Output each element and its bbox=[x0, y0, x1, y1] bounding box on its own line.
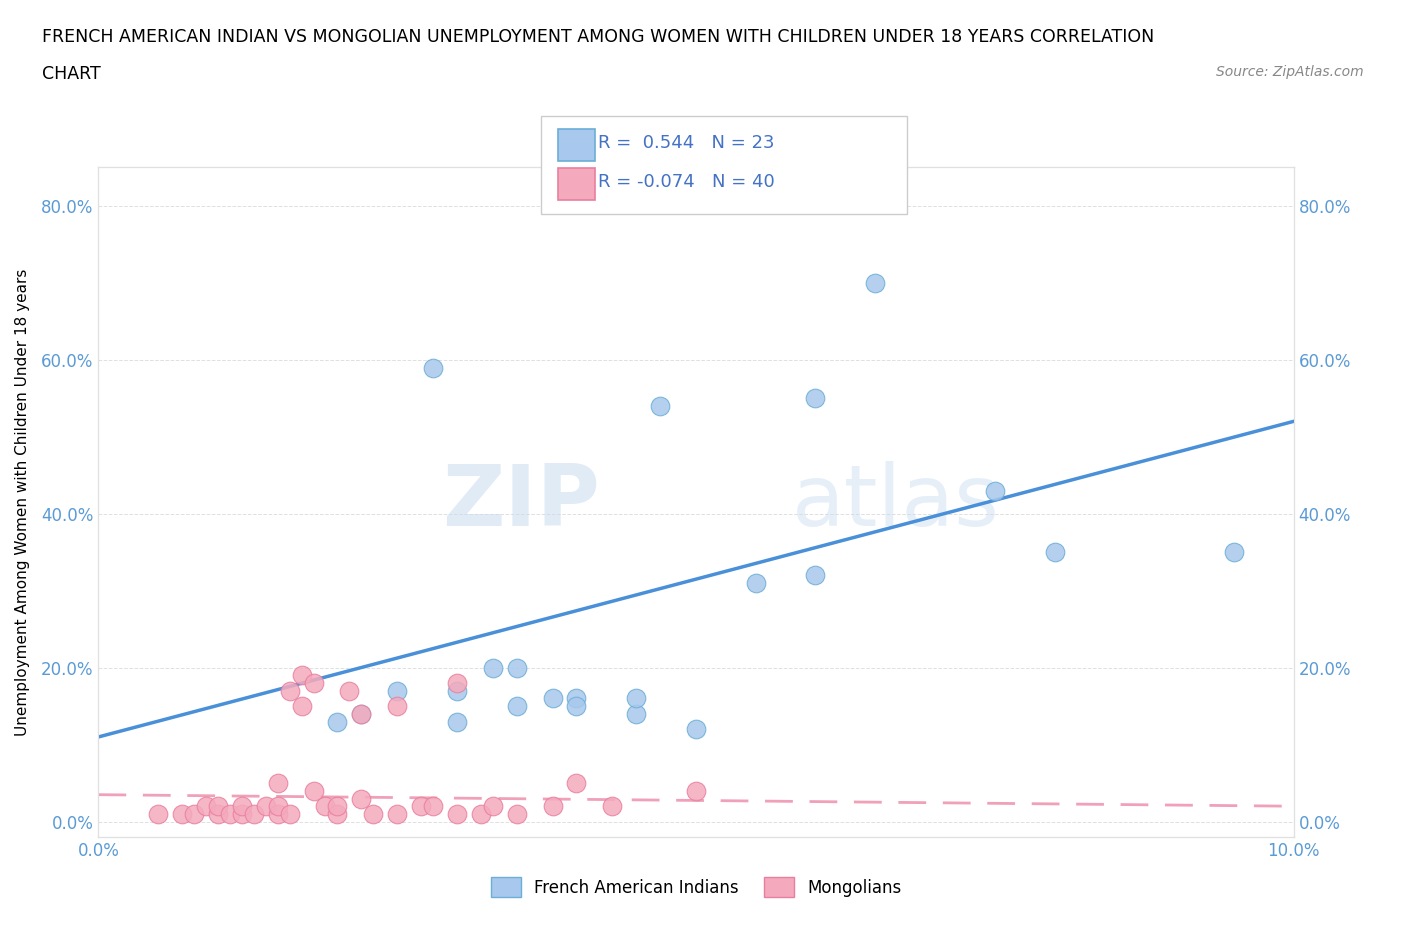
Point bbox=[1223, 545, 1246, 560]
Point bbox=[541, 691, 564, 706]
Point bbox=[865, 275, 887, 290]
Point bbox=[446, 675, 468, 690]
Text: R =  0.544   N = 23: R = 0.544 N = 23 bbox=[598, 134, 775, 152]
Point bbox=[350, 791, 373, 806]
Point bbox=[541, 799, 564, 814]
Point bbox=[602, 799, 624, 814]
Point bbox=[148, 806, 170, 821]
Point bbox=[267, 776, 290, 790]
Point bbox=[207, 799, 229, 814]
Point bbox=[326, 799, 349, 814]
Text: R = -0.074   N = 40: R = -0.074 N = 40 bbox=[598, 173, 775, 191]
Point bbox=[984, 484, 1007, 498]
Point bbox=[278, 684, 301, 698]
Point bbox=[172, 806, 194, 821]
Point bbox=[506, 660, 529, 675]
Point bbox=[243, 806, 266, 821]
Point bbox=[565, 698, 588, 713]
Point bbox=[302, 783, 325, 798]
Point bbox=[326, 714, 349, 729]
Point bbox=[195, 799, 218, 814]
Point bbox=[183, 806, 205, 821]
Point bbox=[481, 799, 505, 814]
Point bbox=[350, 707, 373, 722]
Text: FRENCH AMERICAN INDIAN VS MONGOLIAN UNEMPLOYMENT AMONG WOMEN WITH CHILDREN UNDER: FRENCH AMERICAN INDIAN VS MONGOLIAN UNEM… bbox=[42, 28, 1154, 46]
Point bbox=[363, 806, 385, 821]
Point bbox=[278, 806, 301, 821]
Point bbox=[565, 776, 588, 790]
Point bbox=[626, 707, 648, 722]
Point bbox=[804, 568, 827, 583]
Point bbox=[422, 360, 444, 375]
Point bbox=[650, 399, 672, 414]
Text: Source: ZipAtlas.com: Source: ZipAtlas.com bbox=[1216, 65, 1364, 79]
Point bbox=[302, 675, 325, 690]
Point bbox=[267, 806, 290, 821]
Point bbox=[219, 806, 242, 821]
Point bbox=[745, 576, 768, 591]
Point bbox=[411, 799, 433, 814]
Point bbox=[254, 799, 277, 814]
Point bbox=[422, 799, 444, 814]
Point bbox=[506, 806, 529, 821]
Point bbox=[481, 660, 505, 675]
Point bbox=[626, 691, 648, 706]
Point bbox=[470, 806, 492, 821]
Point bbox=[315, 799, 337, 814]
Legend: French American Indians, Mongolians: French American Indians, Mongolians bbox=[482, 869, 910, 906]
Point bbox=[385, 684, 409, 698]
Point bbox=[446, 684, 468, 698]
Point bbox=[385, 698, 409, 713]
Text: CHART: CHART bbox=[42, 65, 101, 83]
Point bbox=[350, 707, 373, 722]
Point bbox=[326, 806, 349, 821]
Point bbox=[685, 783, 707, 798]
Point bbox=[339, 684, 360, 698]
Point bbox=[446, 806, 468, 821]
Point bbox=[565, 691, 588, 706]
Point bbox=[804, 391, 827, 405]
Text: ZIP: ZIP bbox=[443, 460, 600, 544]
Point bbox=[207, 806, 229, 821]
Point bbox=[385, 806, 409, 821]
Point bbox=[506, 698, 529, 713]
Point bbox=[1043, 545, 1066, 560]
Point bbox=[685, 722, 707, 737]
Text: atlas: atlas bbox=[792, 460, 1000, 544]
Point bbox=[446, 714, 468, 729]
Point bbox=[291, 668, 314, 683]
Point bbox=[267, 799, 290, 814]
Point bbox=[231, 799, 253, 814]
Y-axis label: Unemployment Among Women with Children Under 18 years: Unemployment Among Women with Children U… bbox=[15, 269, 30, 736]
Point bbox=[291, 698, 314, 713]
Point bbox=[231, 806, 253, 821]
